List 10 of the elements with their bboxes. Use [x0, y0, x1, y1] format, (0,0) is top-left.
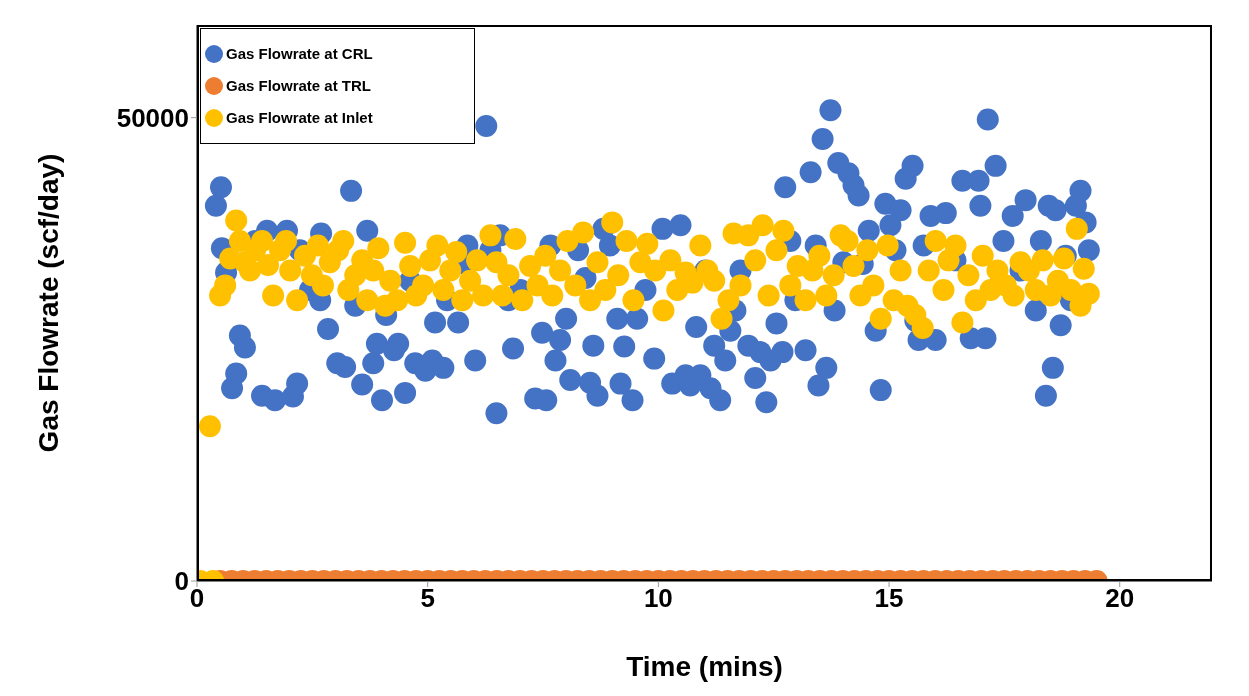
- y-tick-label: 50000: [116, 102, 189, 133]
- y-axis-title: Gas Flowrate (scf/day): [32, 153, 64, 453]
- x-axis-title: Time (mins): [626, 651, 783, 682]
- x-tick-label: 20: [1105, 583, 1135, 614]
- x-tick-label: 15: [874, 583, 904, 614]
- x-tick-label: 10: [643, 583, 673, 614]
- legend-label: Gas Flowrate at CRL: [226, 44, 373, 64]
- legend-label: Gas Flowrate at Inlet: [226, 108, 373, 128]
- x-tick-label: 5: [420, 583, 435, 614]
- legend-label: Gas Flowrate at TRL: [226, 76, 372, 96]
